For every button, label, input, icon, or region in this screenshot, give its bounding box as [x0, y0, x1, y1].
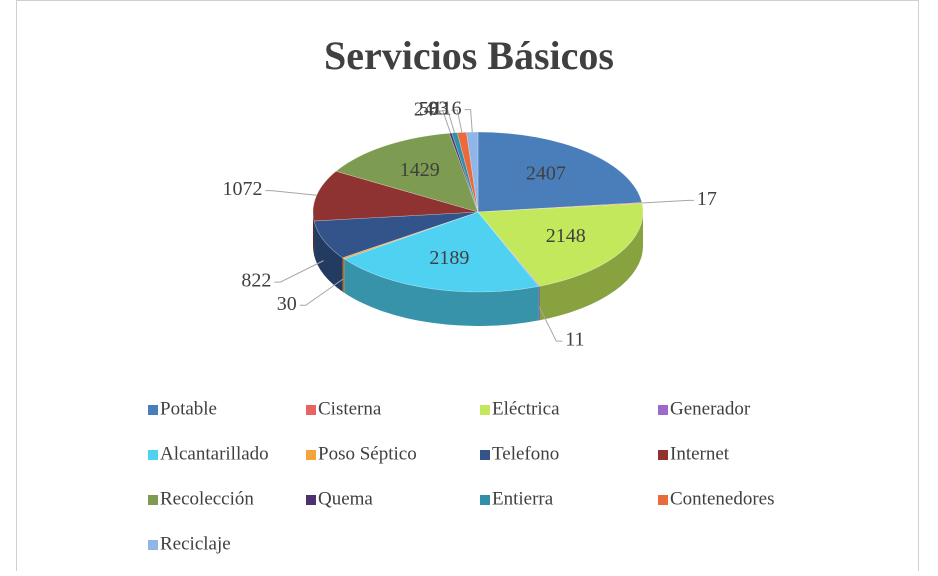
data-label: 30 [277, 293, 297, 315]
leader-line [265, 190, 317, 196]
legend-label: Telefono [492, 443, 559, 464]
data-label: 2148 [546, 225, 586, 247]
legend-label: Contenedores [670, 488, 774, 509]
pie-slice [477, 211, 541, 287]
legend-label: Reciclaje [160, 533, 231, 554]
data-label: 1072 [222, 178, 262, 200]
legend-swatch [658, 495, 668, 505]
legend-swatch [480, 405, 490, 415]
leader-line [538, 306, 563, 342]
legend-label: Potable [160, 398, 217, 419]
pie-slice [313, 211, 479, 259]
data-label: 822 [241, 270, 271, 292]
legend-label: Generador [670, 398, 751, 419]
legend-swatch [306, 405, 316, 415]
data-label: 2407 [526, 163, 566, 185]
data-label: 116 [432, 97, 461, 119]
data-label: 24 [414, 99, 434, 121]
legend-swatch [658, 405, 668, 415]
legend-swatch [148, 495, 158, 505]
legend-swatch [148, 405, 158, 415]
legend-swatch [480, 495, 490, 505]
data-label: 17 [697, 188, 717, 210]
pie-slice [466, 131, 479, 213]
data-label: 11 [565, 329, 584, 351]
pie-side [342, 257, 345, 293]
leader-line [299, 278, 344, 306]
legend-label: Internet [670, 443, 730, 464]
pie-side [314, 220, 343, 292]
leader-line [451, 109, 463, 133]
leader-line [274, 260, 324, 283]
pie-slice [477, 203, 644, 287]
data-label: 2189 [429, 247, 469, 269]
pie-side [538, 286, 540, 321]
pie-slice [335, 132, 479, 213]
data-label: 1429 [400, 159, 440, 181]
legend-swatch [148, 450, 158, 460]
legend-label: Recolección [160, 488, 254, 509]
pie-slice [341, 211, 479, 260]
pie-slice [343, 211, 540, 293]
leader-line [464, 109, 473, 133]
leader-line [441, 110, 455, 133]
legend-label: Cisterna [318, 398, 382, 419]
pie-slice [477, 131, 643, 213]
data-label: 93 [428, 98, 448, 120]
pie-side [313, 212, 315, 255]
data-label: 56 [419, 98, 439, 120]
pie-side [344, 258, 539, 327]
legend-label: Eléctrica [492, 398, 560, 419]
legend-swatch [306, 495, 316, 505]
chart-title: Servicios Básicos [324, 33, 614, 78]
legend-label: Poso Séptico [318, 443, 417, 464]
leader-line [641, 199, 694, 204]
legend-label: Alcantarillado [160, 443, 269, 464]
legend-label: Entierra [492, 488, 554, 509]
legend-label: Quema [318, 488, 373, 509]
legend-swatch [306, 450, 316, 460]
legend-swatch [658, 450, 668, 460]
pie-side [539, 212, 643, 321]
legend-swatch [480, 450, 490, 460]
legend-swatch [148, 540, 158, 550]
